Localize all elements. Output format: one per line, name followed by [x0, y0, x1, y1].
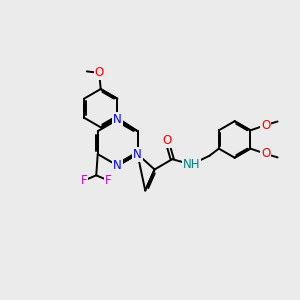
Text: N: N — [113, 159, 122, 172]
Text: F: F — [105, 174, 112, 187]
Text: O: O — [261, 147, 270, 161]
Text: N: N — [133, 148, 142, 160]
Text: N: N — [113, 113, 122, 126]
Text: O: O — [162, 134, 172, 147]
Text: O: O — [94, 66, 104, 80]
Text: NH: NH — [183, 158, 200, 171]
Text: O: O — [261, 118, 270, 131]
Text: F: F — [81, 174, 87, 187]
